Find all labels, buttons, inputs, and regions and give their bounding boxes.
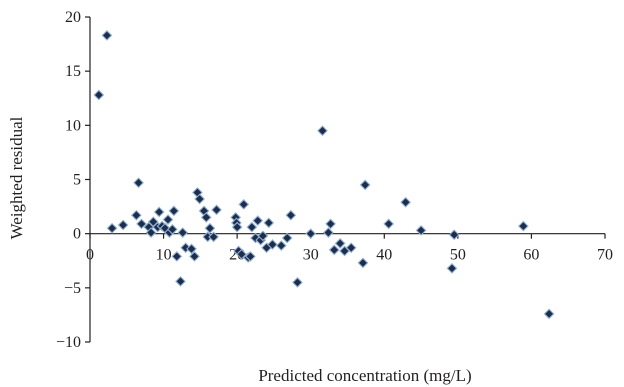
axis-ticks [85, 16, 606, 343]
x-tick-label: 70 [597, 247, 613, 264]
x-tick-label: 10 [156, 247, 172, 264]
x-axis-title: Predicted concentration (mg/L) [258, 366, 471, 385]
data-point [208, 231, 219, 243]
data-point [285, 209, 297, 221]
data-point [162, 214, 174, 225]
data-point [252, 215, 264, 227]
data-point [400, 196, 411, 208]
data-point [167, 223, 178, 235]
data-point [317, 125, 328, 137]
data-point [292, 277, 303, 288]
y-tick-label: 0 [73, 226, 81, 243]
data-point [543, 308, 555, 320]
data-point [415, 225, 427, 236]
data-point [245, 251, 256, 262]
data-point [328, 244, 340, 256]
data-point [153, 206, 165, 218]
data-point [117, 219, 129, 231]
data-point [325, 218, 336, 230]
data-point [246, 221, 258, 233]
data-point [106, 222, 118, 234]
data-point [186, 243, 197, 255]
data-point [275, 240, 287, 251]
y-tick-label: 5 [73, 172, 81, 189]
data-point [204, 222, 216, 234]
y-tick-label: 20 [65, 9, 81, 26]
data-point [189, 251, 200, 262]
data-point [359, 179, 371, 191]
data-point [231, 221, 243, 233]
data-point [133, 177, 144, 189]
y-tick-label: 15 [65, 63, 81, 80]
y-tick-label: 10 [65, 117, 81, 134]
data-point [93, 89, 105, 101]
data-point [448, 229, 460, 241]
data-point [171, 251, 183, 262]
data-point [267, 239, 278, 250]
x-tick-label: 50 [450, 247, 466, 264]
data-point [446, 262, 458, 274]
axes [89, 17, 605, 342]
data-point [305, 228, 317, 240]
data-point [257, 230, 269, 242]
data-point [194, 193, 205, 205]
y-tick-label: −10 [56, 334, 81, 351]
data-point [168, 205, 180, 217]
data-point [517, 220, 529, 232]
data-point [136, 218, 147, 230]
data-point [263, 217, 275, 229]
data-point [200, 212, 212, 223]
y-axis-title: Weighted residual [7, 116, 26, 239]
data-point [130, 209, 142, 221]
data-point [357, 257, 369, 269]
data-point [177, 227, 189, 238]
data-point [334, 238, 346, 249]
data-point [322, 227, 334, 238]
data-point [238, 199, 250, 210]
x-tick-label: 40 [376, 247, 392, 264]
data-point [383, 218, 395, 230]
data-point [101, 30, 113, 41]
data-point [281, 232, 293, 244]
data-point [175, 275, 186, 287]
data-point [345, 242, 357, 254]
data-points [93, 30, 555, 320]
data-point [145, 227, 157, 238]
x-tick-label: 30 [303, 247, 319, 264]
data-point [211, 204, 222, 216]
x-tick-label: 60 [523, 247, 539, 264]
y-tick-label: −5 [64, 280, 81, 297]
